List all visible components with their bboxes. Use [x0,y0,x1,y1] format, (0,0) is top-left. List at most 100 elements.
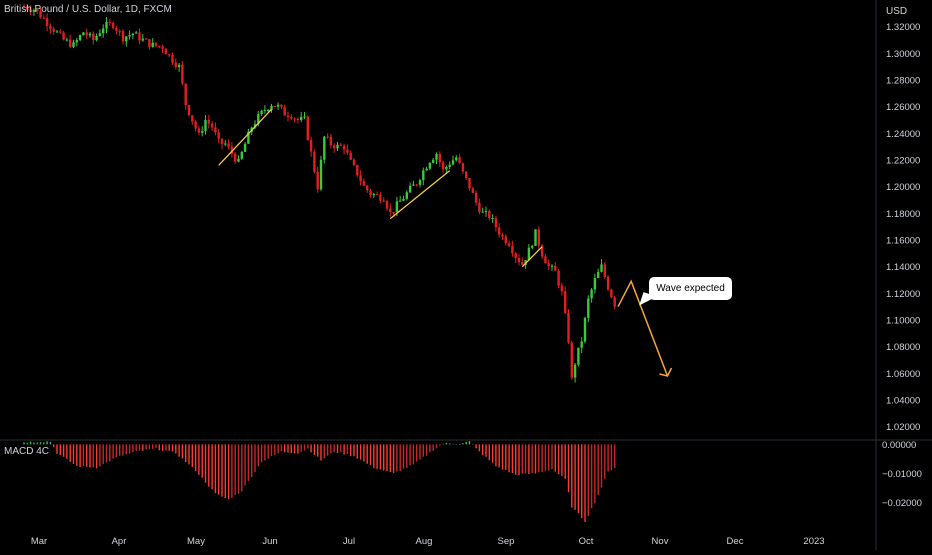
macd-bar [356,444,358,459]
candle-body [210,123,214,128]
macd-bar [538,444,540,473]
candle-body [471,188,474,193]
candle-body [220,138,224,144]
macd-bar [353,444,355,457]
candle-body [22,6,26,8]
macd-bar [135,444,137,451]
macd-bar [72,444,75,464]
candle-body [290,116,293,119]
macd-bar [326,444,329,456]
macd-bar [122,444,124,456]
candle-body [379,194,382,201]
candle-body [560,285,564,292]
x-tick-label: Aug [416,536,433,547]
candle-body [177,64,181,68]
candle-body [567,312,570,343]
y-tick-label: 1.08000 [886,342,920,353]
candle-body [521,262,524,265]
macd-bar [148,444,151,450]
macd-bar [241,444,243,492]
macd-bar [36,442,38,445]
candle-body [42,17,45,19]
macd-bar [142,444,144,451]
candle-body [181,64,184,84]
candle-body [62,32,65,40]
macd-bar [82,444,85,466]
macd-bar [468,441,471,445]
candle-body [425,168,428,171]
candle-body [333,145,336,149]
candle-body [85,32,88,36]
candle-body [69,39,72,47]
wave-path [617,279,673,377]
macd-tick-label: 0.00000 [882,440,916,451]
macd-bar [224,444,226,499]
macd-bar [419,444,421,460]
candle-body [527,247,531,261]
macd-bar [237,444,240,494]
candle-body [108,22,111,24]
candle-body [313,151,316,172]
candles [22,3,616,383]
candle-body [224,143,227,145]
macd-bar [505,444,507,470]
candle-body [465,171,468,178]
macd-bar [412,444,415,465]
macd-bar [346,444,349,454]
macd-bar [515,444,517,475]
macd-bar [155,444,157,448]
macd-bar [300,444,302,452]
macd-bar [214,444,217,494]
macd-bar [168,444,170,451]
x-tick-label: Sep [498,536,515,547]
candle-body [389,208,392,212]
y-axis-ticks: 1.32000 1.30000 1.28000 1.26000 1.24000 1.220… [886,22,920,433]
candle-body [240,151,243,159]
macd-bar [548,444,550,471]
macd-tick-label: −0.01000 [882,469,922,480]
macd-bar [488,444,490,461]
macd-bar [435,444,438,449]
x-tick-label: Jul [343,536,355,547]
candle-body [597,271,600,278]
candle-body [336,144,339,149]
macd-bar [119,444,121,456]
macd-bar [69,444,71,462]
candle-body [326,136,329,138]
candle-body [534,229,537,246]
macd-bar [161,444,164,451]
macd-bar [478,444,481,452]
macd-bar [521,444,523,474]
candle-body [507,243,511,246]
candle-body [550,265,554,267]
currency-label: USD [886,6,907,17]
candle-body [385,201,389,209]
macd-bar [112,444,114,459]
candle-body [445,166,448,170]
x-axis-ticks: Mar Apr May Jun Jul Aug Sep Oct Nov Dec 2023 [31,536,825,547]
macd-bar [138,444,141,451]
candle-body [36,10,39,12]
candle-body [359,175,362,182]
macd-bar [600,444,603,488]
macd-bar [175,444,177,454]
candle-body [148,39,151,47]
candle-body [564,291,567,313]
macd-bar [270,444,273,456]
macd-bar [62,444,65,457]
candle-body [554,265,557,271]
candle-body [399,200,402,202]
macd-bar [518,444,520,476]
macd-bars [23,441,616,522]
candle-body [603,264,606,277]
macd-bar [432,444,434,451]
x-tick-label: 2023 [803,536,824,547]
candle-body [501,234,504,237]
macd-bar [43,442,45,445]
candle-body [494,218,498,228]
macd-bar [95,444,98,469]
candle-body [55,31,59,33]
candle-body [488,210,491,219]
macd-bar [218,444,220,495]
macd-bar [590,444,593,509]
